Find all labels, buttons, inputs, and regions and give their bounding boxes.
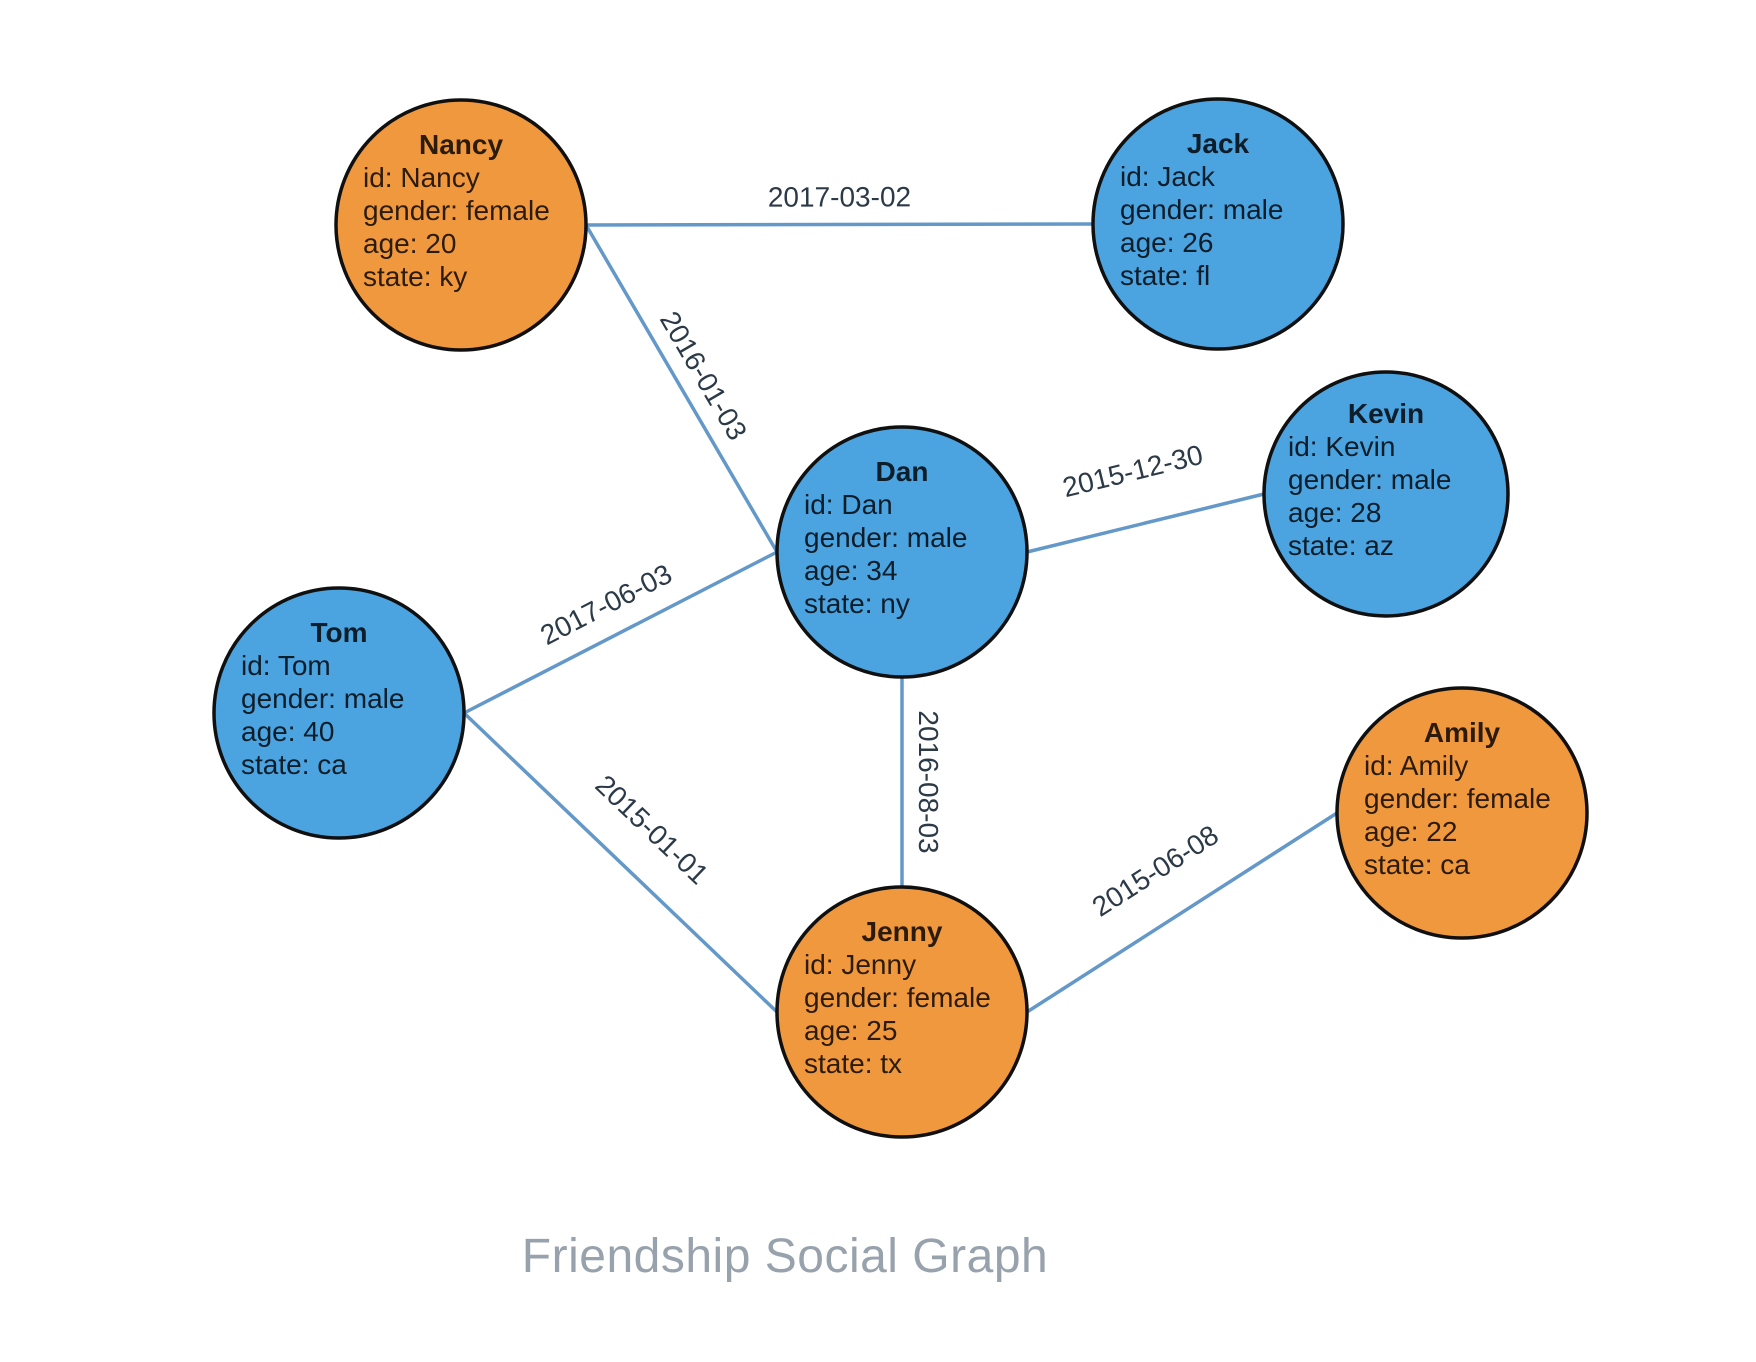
edge-Tom-Dan — [462, 550, 779, 715]
node-attr-line: age: 28 — [1288, 497, 1381, 528]
node-attr-line: gender: male — [1120, 194, 1283, 225]
node-attr-line: id: Dan — [804, 489, 893, 520]
node-attr-line: state: az — [1288, 530, 1394, 561]
node-attr-line: age: 40 — [241, 716, 334, 747]
node-attr-line: age: 34 — [804, 555, 897, 586]
edge-Tom-Jenny — [462, 711, 779, 1014]
node-name-label: Tom — [310, 617, 367, 648]
edge-label-Dan-Kevin: 2015-12-30 — [1059, 439, 1205, 503]
node-circle-Amily[interactable] — [1335, 686, 1589, 940]
node-attr-line: state: ca — [1364, 849, 1470, 880]
edge-label-Tom-Jenny: 2015-01-01 — [589, 769, 714, 890]
node-name-label: Jack — [1187, 128, 1250, 159]
node-attr-line: gender: male — [241, 683, 404, 714]
node-attr-line: gender: male — [1288, 464, 1451, 495]
node-attr-line: gender: female — [1364, 783, 1551, 814]
node-attr-line: state: fl — [1120, 260, 1210, 291]
node-attr-line: age: 26 — [1120, 227, 1213, 258]
node-name-label: Dan — [876, 456, 929, 487]
chart-title: Friendship Social Graph — [522, 1230, 1048, 1283]
node-circle-Jack[interactable] — [1091, 97, 1345, 351]
node-attr-line: id: Kevin — [1288, 431, 1395, 462]
node-name-label: Amily — [1424, 717, 1501, 748]
node-circle-Nancy[interactable] — [334, 98, 588, 352]
node-name-label: Jenny — [862, 916, 943, 947]
node-attr-line: state: ky — [363, 261, 467, 292]
edge-label-Nancy-Jack: 2017-03-02 — [768, 181, 911, 212]
node-circle-Jenny[interactable] — [775, 885, 1029, 1139]
node-attr-line: state: ca — [241, 749, 347, 780]
node-attr-line: age: 25 — [804, 1015, 897, 1046]
edge-Nancy-Jack — [584, 222, 1095, 227]
edge-label-Dan-Jenny: 2016-08-03 — [913, 710, 944, 853]
node-attr-line: id: Jenny — [804, 949, 916, 980]
node-attr-line: age: 20 — [363, 228, 456, 259]
edge-label-Jenny-Amily: 2015-06-08 — [1087, 819, 1224, 922]
node-attr-line: gender: male — [804, 522, 967, 553]
edge-Dan-Kevin — [1025, 492, 1266, 554]
edge-Jenny-Amily — [1025, 811, 1339, 1014]
node-attr-line: id: Jack — [1120, 161, 1216, 192]
node-attr-line: state: tx — [804, 1048, 902, 1079]
edge-Nancy-Dan — [584, 223, 779, 554]
node-attr-line: id: Nancy — [363, 162, 480, 193]
edge-label-Tom-Dan: 2017-06-03 — [535, 558, 677, 651]
node-attr-line: gender: female — [804, 982, 991, 1013]
node-attr-line: id: Tom — [241, 650, 331, 681]
node-circle-Dan[interactable] — [775, 425, 1029, 679]
node-name-label: Kevin — [1348, 398, 1424, 429]
node-circle-Tom[interactable] — [212, 586, 466, 840]
node-circle-Kevin[interactable] — [1262, 370, 1510, 618]
node-name-label: Nancy — [419, 129, 503, 160]
node-attr-line: state: ny — [804, 588, 910, 619]
node-attr-line: age: 22 — [1364, 816, 1457, 847]
node-attr-line: gender: female — [363, 195, 550, 226]
node-attr-line: id: Amily — [1364, 750, 1468, 781]
